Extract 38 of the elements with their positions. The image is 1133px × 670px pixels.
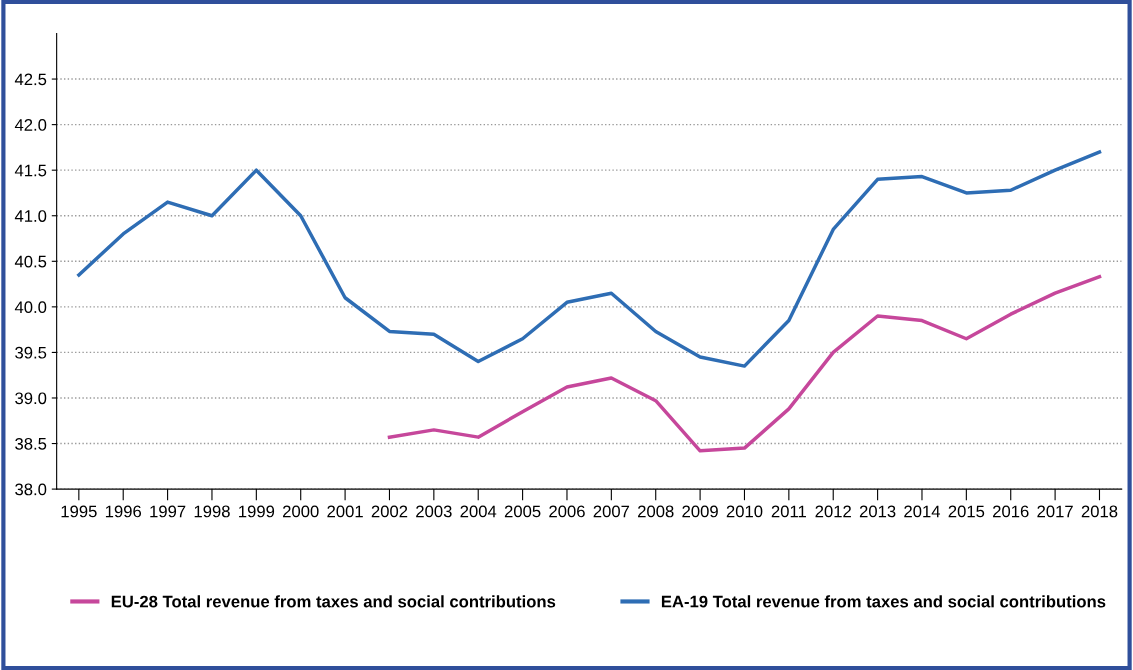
x-tick-label: 2012 xyxy=(815,505,851,518)
x-tick-label: 2006 xyxy=(549,505,585,518)
line-series xyxy=(387,275,1102,453)
x-tick-label: 2013 xyxy=(859,505,896,518)
y-tick-label: 41.5 xyxy=(14,164,47,177)
y-tick-label: 39.0 xyxy=(15,392,47,405)
x-tick-label: 1995 xyxy=(61,505,97,518)
x-tick-label: 2010 xyxy=(726,505,763,518)
y-tick-label: 42.0 xyxy=(14,119,47,131)
x-tick-label: 2017 xyxy=(1037,505,1073,518)
x-tick-label: 2004 xyxy=(460,505,497,518)
x-tick-label: 2000 xyxy=(283,505,319,518)
x-tick-label: 2001 xyxy=(327,505,363,518)
y-tick-label: 40.0 xyxy=(14,301,47,314)
legend-label: EU-28 Total revenue from taxes and social contributions xyxy=(111,595,556,608)
x-tick-label: 2014 xyxy=(904,505,941,518)
x-tick-label: 2015 xyxy=(948,505,985,518)
x-tick-label: 1996 xyxy=(105,505,142,518)
y-tick-label: 38.5 xyxy=(15,437,47,450)
x-tick-label: 2007 xyxy=(593,505,630,518)
x-tick-label: 2009 xyxy=(682,505,718,518)
x-tick-label: 2011 xyxy=(771,505,806,518)
x-tick-label: 2005 xyxy=(504,505,541,518)
x-tick-label: 2008 xyxy=(638,505,674,518)
line-series xyxy=(77,150,1102,368)
x-tick-label: 1997 xyxy=(150,505,186,518)
x-tick-label: 1999 xyxy=(239,505,275,518)
legend-label: EA-19 Total revenue from taxes and social contributions xyxy=(661,595,1106,608)
y-tick-label: 39.5 xyxy=(15,346,47,359)
x-tick-label: 2003 xyxy=(416,505,452,518)
y-tick-label: 42.5 xyxy=(14,73,47,86)
x-tick-label: 2002 xyxy=(371,505,408,518)
y-tick-label: 38.0 xyxy=(15,483,47,496)
y-tick-label: 40.5 xyxy=(14,255,47,268)
x-tick-label: 2016 xyxy=(993,505,1029,518)
y-tick-label: 41.0 xyxy=(14,210,47,222)
x-tick-label: 2018 xyxy=(1081,505,1118,518)
x-tick-label: 1998 xyxy=(194,505,230,518)
